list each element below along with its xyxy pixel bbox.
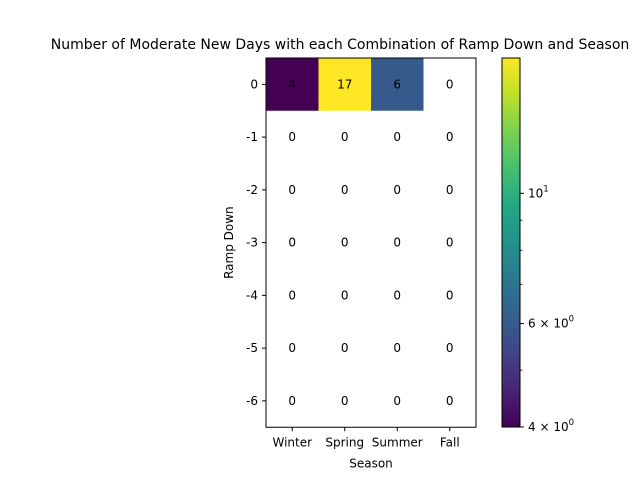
heatmap-cell	[266, 216, 319, 270]
cell-value-label: 0	[288, 288, 296, 302]
cell-value-label: 0	[393, 341, 401, 355]
heatmap-cell	[423, 269, 477, 323]
y-axis-ticks: 0 -1 -2 -3 -4 -5 -6	[246, 77, 266, 408]
heatmap-cell	[371, 374, 424, 428]
cell-value-label: 0	[446, 341, 454, 355]
heatmap-cell	[266, 110, 319, 164]
heatmap-cell	[318, 163, 372, 217]
colorbar-tick-label: 6 × 100	[528, 315, 574, 331]
heatmap-cell	[423, 58, 477, 112]
heatmap-cell	[318, 216, 372, 270]
y-tick-label: -4	[246, 288, 258, 302]
cell-value-label: 17	[337, 77, 352, 91]
cell-value-label: 0	[288, 183, 296, 197]
heatmap-cell	[423, 110, 477, 164]
y-axis-label: Ramp Down	[222, 206, 236, 279]
cell-value-label: 0	[446, 183, 454, 197]
heatmap-cell	[318, 110, 372, 164]
heatmap-cell	[371, 269, 424, 323]
heatmap-cell	[318, 58, 372, 112]
colorbar-tick-base: 10	[528, 186, 543, 200]
cell-value-label: 6	[393, 77, 401, 91]
colorbar-tick-exponent: 0	[569, 315, 574, 325]
cell-value-label: 0	[341, 394, 349, 408]
cell-value-label: 0	[288, 236, 296, 250]
y-tick-label: -6	[246, 394, 258, 408]
cell-value-label: 0	[341, 341, 349, 355]
heatmap-cell	[371, 216, 424, 270]
heatmap-cell	[423, 321, 477, 375]
x-tick-label: Summer	[372, 435, 423, 449]
colorbar-tick-label: 101	[528, 184, 549, 200]
heatmap-cell	[318, 374, 372, 428]
heatmap-cell	[371, 110, 424, 164]
x-tick-label: Spring	[325, 435, 364, 449]
cell-value-label: 0	[446, 77, 454, 91]
cell-value-label: 0	[288, 394, 296, 408]
cell-value-label: 0	[393, 394, 401, 408]
colorbar-fill	[502, 58, 520, 427]
colorbar-tick-exponent: 1	[543, 184, 548, 194]
cell-value-label: 0	[393, 183, 401, 197]
cell-value-label: 0	[446, 236, 454, 250]
heatmap-cell	[266, 58, 319, 112]
y-tick-label: 0	[250, 77, 258, 91]
colorbar-frame	[501, 57, 521, 428]
cell-value-label: 0	[446, 288, 454, 302]
heatmap-cell	[266, 321, 319, 375]
cell-value-label: 0	[446, 394, 454, 408]
heatmap-cell	[318, 269, 372, 323]
x-tick-label: Fall	[440, 435, 460, 449]
heatmap-cell	[318, 321, 372, 375]
cell-value-label: 0	[393, 288, 401, 302]
y-tick-label: -5	[246, 341, 258, 355]
colorbar-tick-base: 4 × 10	[528, 420, 569, 434]
heatmap-cell	[371, 163, 424, 217]
heatmap-cell	[423, 374, 477, 428]
heatmap-cells	[266, 58, 477, 428]
colorbar-tick-label: 4 × 100	[528, 418, 574, 434]
colorbar-tick-exponent: 0	[569, 418, 574, 428]
x-axis-label: Season	[349, 456, 393, 470]
cell-value-label: 0	[288, 130, 296, 144]
cell-value-label: 0	[393, 236, 401, 250]
cell-value-label: 0	[341, 288, 349, 302]
cell-value-label: 0	[341, 183, 349, 197]
heatmap-cell	[266, 374, 319, 428]
heatmap-cell	[266, 269, 319, 323]
cell-value-label: 0	[341, 130, 349, 144]
cell-value-label: 0	[393, 130, 401, 144]
y-tick-label: -2	[246, 183, 258, 197]
x-tick-label: Winter	[272, 435, 312, 449]
heatmap-cell	[423, 163, 477, 217]
heatmap-cell	[423, 216, 477, 270]
cell-value-label: 0	[341, 236, 349, 250]
heatmap-cell	[371, 58, 424, 112]
cell-value-label: 4	[288, 77, 296, 91]
chart-title: Number of Moderate New Days with each Co…	[51, 37, 630, 53]
x-axis-ticks: Winter Spring Summer Fall	[272, 427, 460, 449]
y-tick-label: -3	[246, 236, 258, 250]
cell-value-label: 0	[288, 341, 296, 355]
heatmap-cell	[371, 321, 424, 375]
colorbar-tick-base: 6 × 10	[528, 317, 569, 331]
heatmap-cell-labels: 4 17 6 0 0 0 0 0 0 0 0 0 0 0 0 0 0 0 0 0 0 0 0 0 0 0 0 0	[288, 77, 453, 408]
y-tick-label: -1	[246, 130, 258, 144]
cell-value-label: 0	[446, 130, 454, 144]
heatmap-cell	[266, 163, 319, 217]
